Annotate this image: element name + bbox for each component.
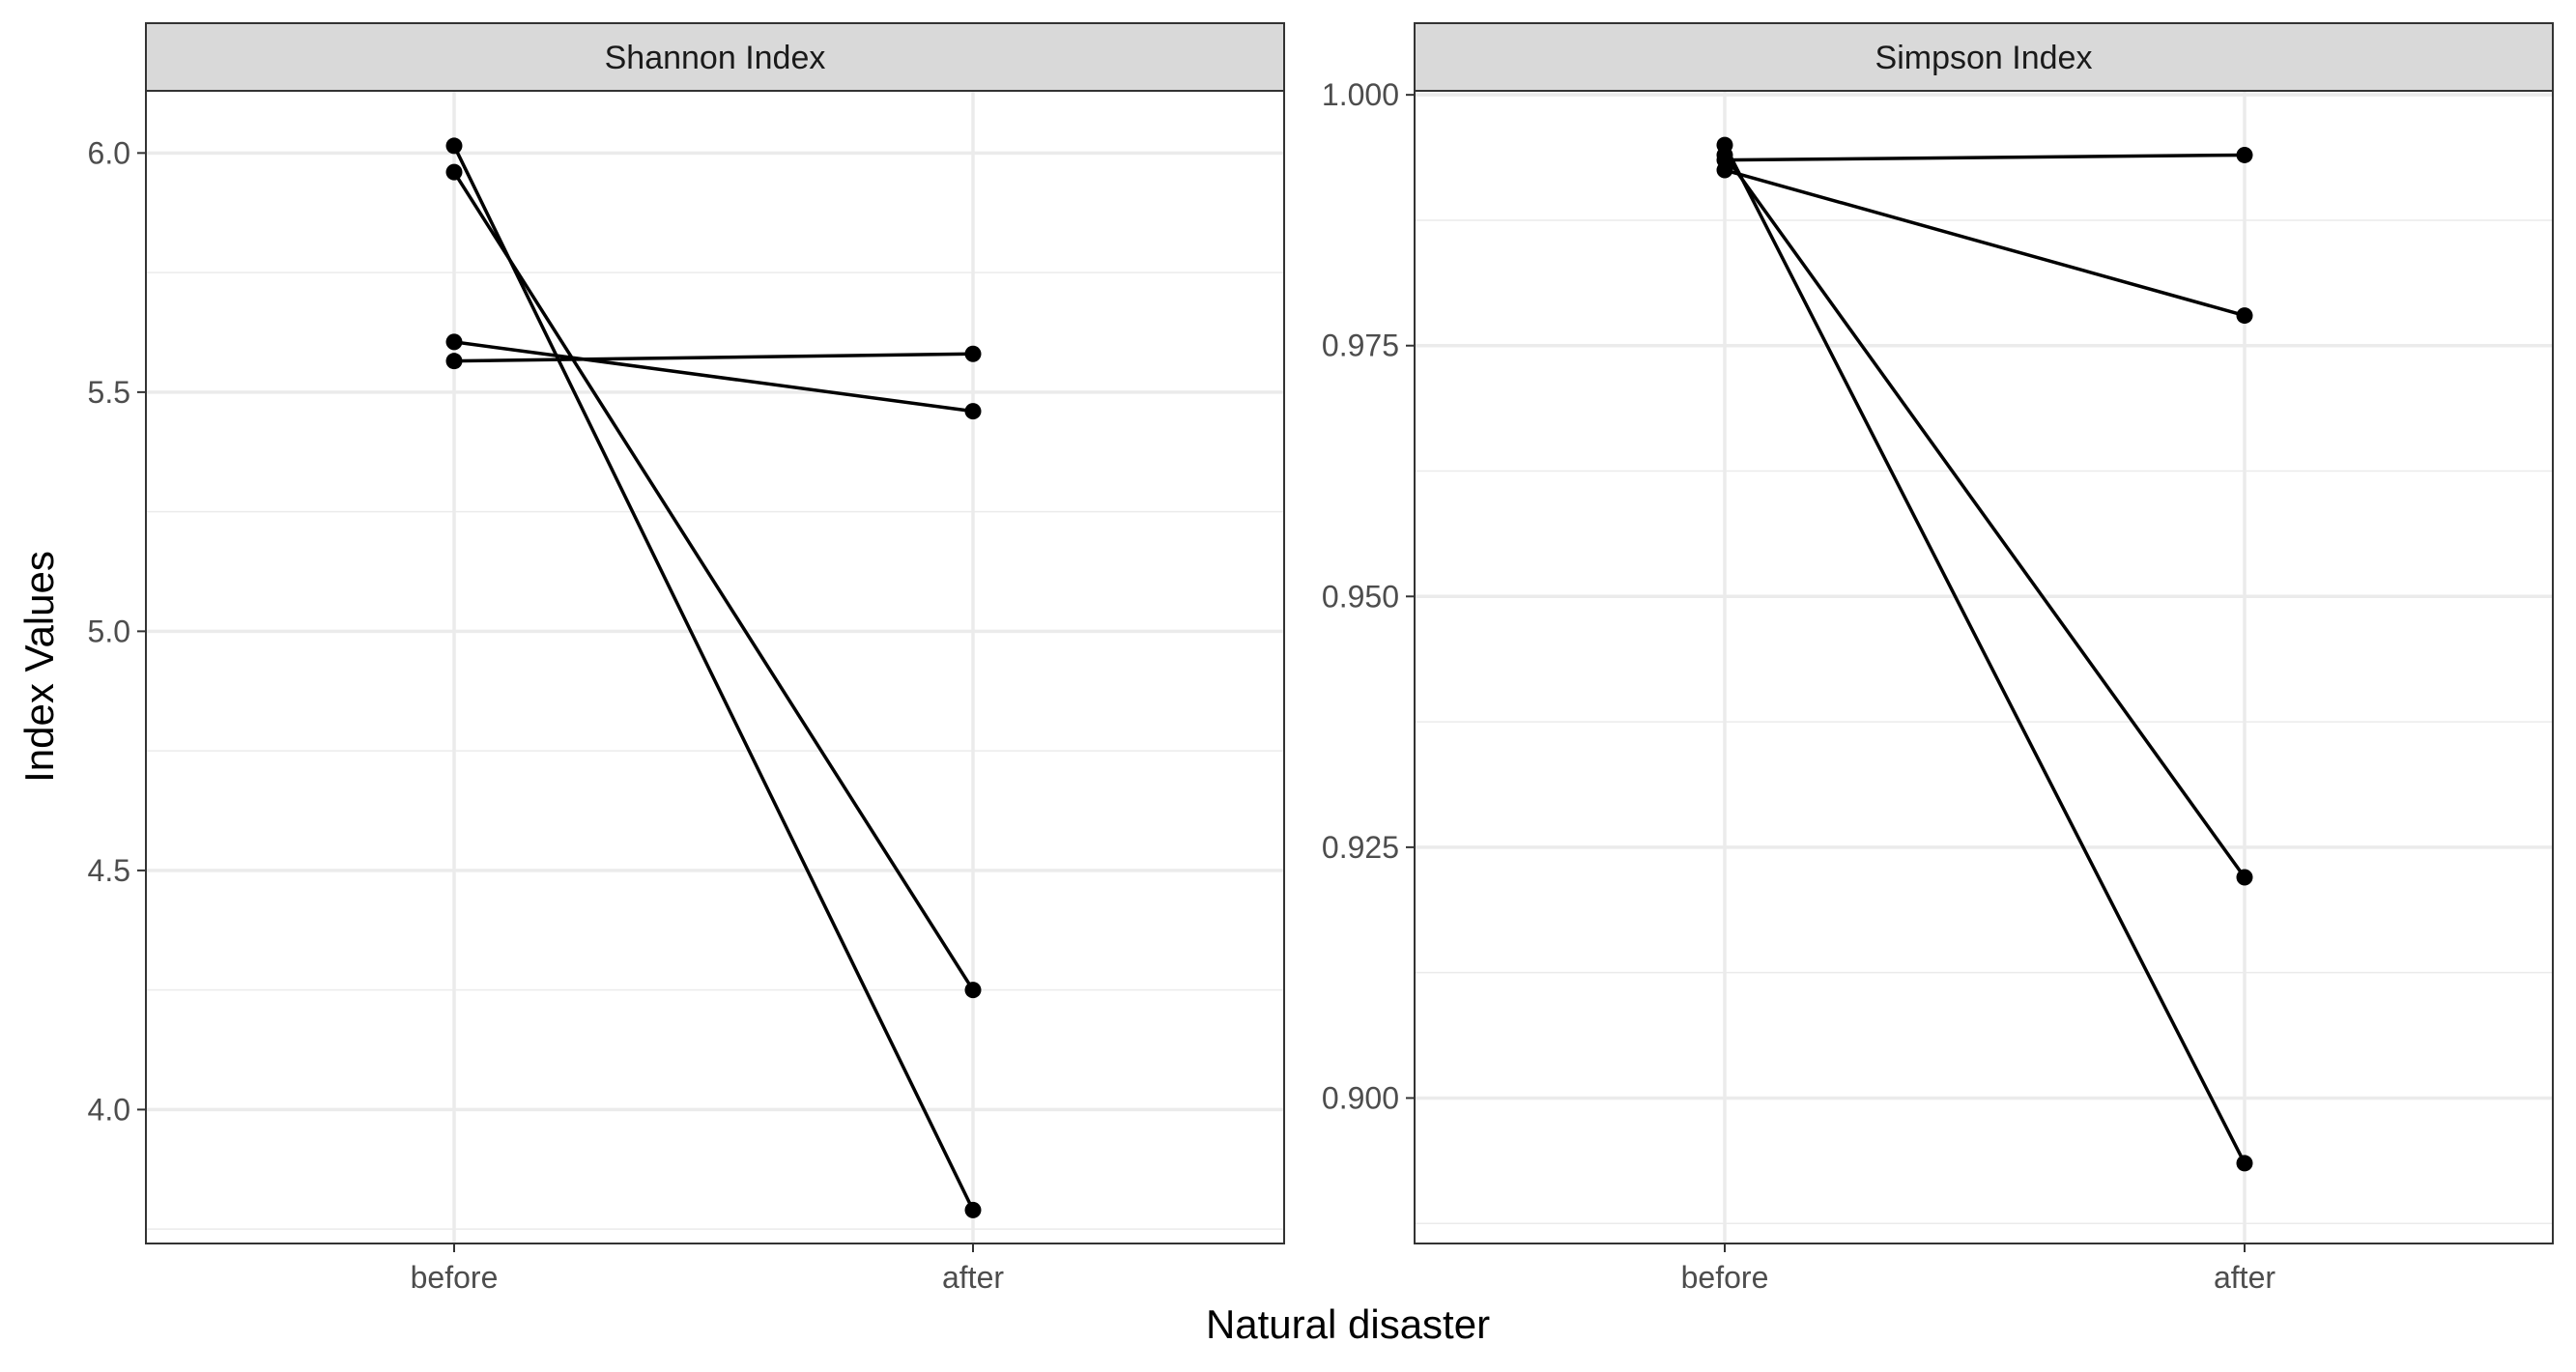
series-line-2 bbox=[452, 171, 975, 991]
data-point-2-after bbox=[2236, 869, 2253, 886]
data-point-3-after bbox=[964, 403, 982, 420]
facet-strip-label: Shannon Index bbox=[605, 40, 826, 76]
y-tick-label: 5.5 bbox=[88, 375, 130, 410]
y-tick-label: 4.5 bbox=[88, 853, 130, 888]
data-point-4-after bbox=[2236, 146, 2253, 163]
data-point-4-before bbox=[445, 353, 463, 370]
panel-shannon-index: Shannon Index 4.0 4.5 5.0 5.5 6.0 before after bbox=[88, 22, 1285, 1295]
data-point-3-before bbox=[445, 333, 463, 351]
series-line-3 bbox=[1724, 168, 2246, 318]
y-tick-label: 5.0 bbox=[88, 614, 130, 648]
data-point-1-before bbox=[445, 137, 463, 155]
y-tick-label: 1.000 bbox=[1322, 77, 1399, 112]
facet-strip bbox=[145, 22, 1285, 92]
panel-background bbox=[1415, 91, 2553, 1243]
data-point-1-after bbox=[964, 1201, 982, 1218]
y-tick-label: 0.925 bbox=[1322, 830, 1399, 865]
facet-strip-label: Simpson Index bbox=[1875, 40, 2093, 76]
panel-background bbox=[146, 91, 1284, 1243]
data-point-4-after bbox=[964, 345, 982, 362]
data-point-2-before bbox=[445, 163, 463, 181]
x-tick-label: after bbox=[942, 1260, 1004, 1295]
series-line-3 bbox=[453, 340, 974, 414]
series-line-4 bbox=[1724, 153, 2246, 162]
facet-strip bbox=[1414, 22, 2554, 92]
x-tick-label: before bbox=[411, 1260, 499, 1295]
y-axis-title: Index Values bbox=[16, 551, 62, 783]
series-line-1 bbox=[452, 145, 975, 1212]
y-tick-label: 0.900 bbox=[1322, 1080, 1399, 1115]
panel-simpson-index: Simpson Index 0.900 0.925 0.950 0.975 1.000 be… bbox=[1322, 22, 2554, 1295]
series-line-1 bbox=[1723, 144, 2247, 1164]
x-tick-label: after bbox=[2214, 1260, 2275, 1295]
series-line-4 bbox=[453, 352, 974, 363]
y-tick-label: 4.0 bbox=[88, 1092, 130, 1127]
x-tick-label: before bbox=[1681, 1260, 1769, 1295]
data-point-3-after bbox=[2236, 307, 2253, 325]
data-point-2-after bbox=[964, 982, 982, 999]
x-axis-title: Natural disaster bbox=[1206, 1301, 1490, 1347]
data-point-4-before bbox=[1716, 152, 1733, 169]
series-line-2 bbox=[1723, 154, 2247, 879]
y-tick-label: 0.975 bbox=[1322, 329, 1399, 363]
y-tick-label: 0.950 bbox=[1322, 579, 1399, 614]
y-tick-label: 6.0 bbox=[88, 135, 130, 170]
data-point-1-after bbox=[2236, 1155, 2253, 1172]
